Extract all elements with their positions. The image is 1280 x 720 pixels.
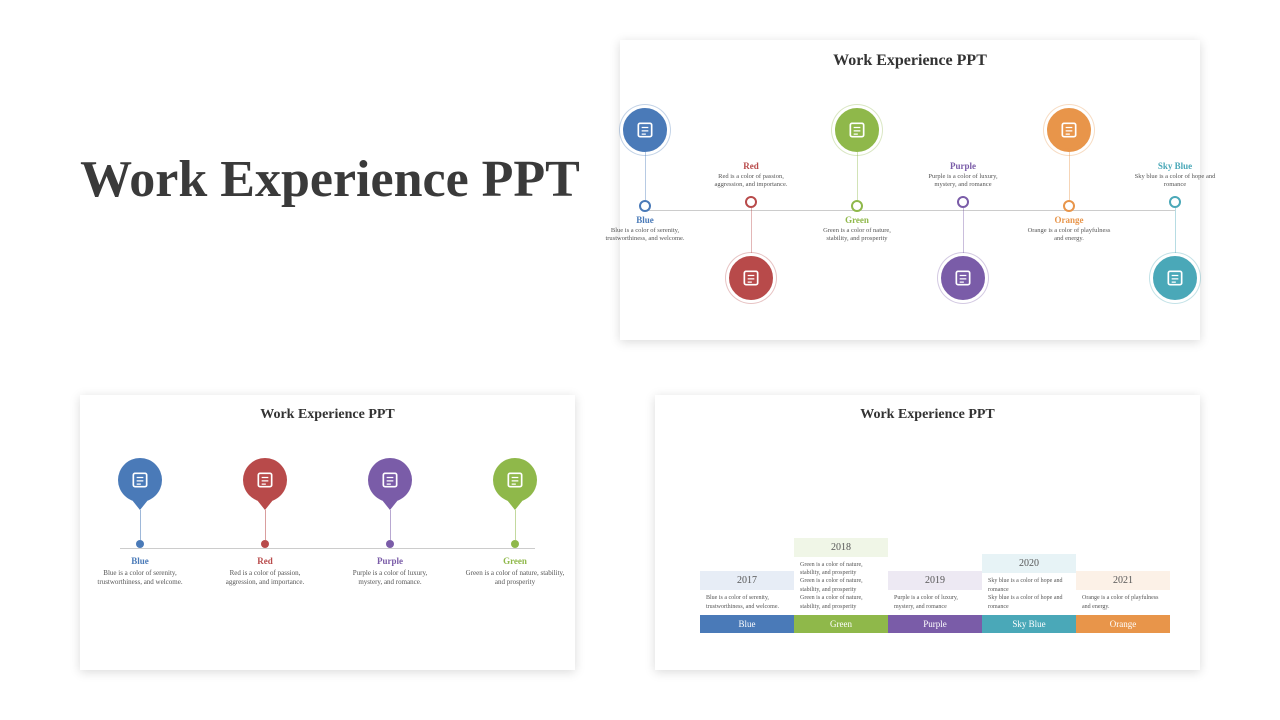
pin-item: .s2-item:nth-child(3) .s2-pin::after{bor…: [340, 458, 440, 587]
item-desc: Blue is a color of serenity, trustworthi…: [90, 569, 190, 587]
item-desc: Green is a color of nature, stability, a…: [465, 569, 565, 587]
color-bar: Orange: [1076, 615, 1170, 633]
axis-dot: [1063, 200, 1075, 212]
connector-line: [1069, 152, 1070, 200]
connector-line: [645, 152, 646, 200]
pin-item: .s2-item:nth-child(2) .s2-pin::after{bor…: [215, 458, 315, 587]
year-label: 2021: [1076, 571, 1170, 590]
item-desc: Purple is a color of luxury, mystery, an…: [340, 569, 440, 587]
timeline-item: Green Green is a color of nature, stabili…: [812, 108, 902, 244]
slide-pins-four: Work Experience PPT .s2-item:nth-child(1…: [80, 395, 575, 670]
slide3-title: Work Experience PPT: [655, 395, 1200, 423]
pin-icon: [493, 458, 537, 502]
item-desc: Red is a color of passion, aggression, a…: [706, 173, 796, 190]
connector-line: [751, 208, 752, 256]
year-column: 2018Green is a color of nature, stabilit…: [794, 538, 888, 633]
connector-line: [515, 510, 516, 540]
axis-dot: [386, 540, 394, 548]
item-label: Purple: [340, 556, 440, 566]
timeline-item: Purple Purple is a color of luxury, myste…: [918, 158, 1008, 300]
item-label: Green: [465, 556, 565, 566]
axis-dot: [136, 540, 144, 548]
item-label: Blue: [600, 215, 690, 225]
slide3-body: 2017Blue is a color of serenity, trustwo…: [655, 423, 1200, 663]
year-desc: Orange is a color of playfulness and ene…: [1076, 590, 1170, 615]
year-label: 2018: [794, 538, 888, 557]
item-desc: Red is a color of passion, aggression, a…: [215, 569, 315, 587]
color-bar: Purple: [888, 615, 982, 633]
timeline-item: Blue Blue is a color of serenity, trustwo…: [600, 108, 690, 244]
year-column: 2019Purple is a color of luxury, mystery…: [888, 571, 982, 633]
axis-dot: [511, 540, 519, 548]
item-label: Sky Blue: [1130, 161, 1220, 171]
pin-item: .s2-item:nth-child(4) .s2-pin::after{bor…: [465, 458, 565, 587]
timeline-item: Orange Orange is a color of playfulness a…: [1024, 108, 1114, 244]
year-desc: Sky blue is a color of hope and romanceS…: [982, 573, 1076, 615]
year-label: 2019: [888, 571, 982, 590]
main-title: Work Experience PPT: [80, 150, 580, 210]
item-label: Orange: [1024, 215, 1114, 225]
item-desc: Orange is a color of playfulness and ene…: [1024, 227, 1114, 244]
axis-dot: [1169, 196, 1181, 208]
item-label: Red: [706, 161, 796, 171]
axis-dot: [957, 196, 969, 208]
axis-dot: [745, 196, 757, 208]
axis-dot: [851, 200, 863, 212]
circle-icon: [623, 108, 667, 152]
item-desc: Purple is a color of luxury, mystery, an…: [918, 173, 1008, 190]
pin-item: .s2-item:nth-child(1) .s2-pin::after{bor…: [90, 458, 190, 587]
year-desc: Purple is a color of luxury, mystery, an…: [888, 590, 982, 615]
timeline-item: Red Red is a color of passion, aggression…: [706, 158, 796, 300]
item-label: Green: [812, 215, 902, 225]
slide-year-bars: Work Experience PPT 2017Blue is a color …: [655, 395, 1200, 670]
timeline-item: Sky Blue Sky blue is a color of hope and …: [1130, 158, 1220, 300]
item-desc: Blue is a color of serenity, trustworthi…: [600, 227, 690, 244]
year-label: 2017: [700, 571, 794, 590]
circle-icon: [729, 256, 773, 300]
year-desc: Blue is a color of serenity, trustworthi…: [700, 590, 794, 615]
color-bar: Green: [794, 615, 888, 633]
slide-timeline-six: Work Experience PPT BlueBlue is a color …: [620, 40, 1200, 340]
circle-icon: [1047, 108, 1091, 152]
slide1-body: BlueBlue is a color of serenity, trustwo…: [620, 70, 1200, 330]
year-column: 2020Sky blue is a color of hope and roma…: [982, 554, 1076, 633]
color-bar: Blue: [700, 615, 794, 633]
connector-line: [963, 208, 964, 256]
circle-icon: [835, 108, 879, 152]
slide1-title: Work Experience PPT: [620, 40, 1200, 70]
item-desc: Green is a color of nature, stability, a…: [812, 227, 902, 244]
year-desc: Green is a color of nature, stability, a…: [794, 557, 888, 615]
pin-icon: [243, 458, 287, 502]
year-label: 2020: [982, 554, 1076, 573]
connector-line: [265, 510, 266, 540]
axis-dot: [639, 200, 651, 212]
slide2-body: .s2-item:nth-child(1) .s2-pin::after{bor…: [80, 423, 575, 663]
item-label: Purple: [918, 161, 1008, 171]
connector-line: [1175, 208, 1176, 256]
connector-line: [390, 510, 391, 540]
pin-icon: [368, 458, 412, 502]
color-bar: Sky Blue: [982, 615, 1076, 633]
connector-line: [857, 152, 858, 200]
item-label: Red: [215, 556, 315, 566]
circle-icon: [1153, 256, 1197, 300]
connector-line: [140, 510, 141, 540]
pin-icon: [118, 458, 162, 502]
item-desc: Sky blue is a color of hope and romance: [1130, 173, 1220, 190]
year-column: 2017Blue is a color of serenity, trustwo…: [700, 571, 794, 633]
circle-icon: [941, 256, 985, 300]
item-label: Blue: [90, 556, 190, 566]
slide2-title: Work Experience PPT: [80, 395, 575, 423]
axis-dot: [261, 540, 269, 548]
year-column: 2021Orange is a color of playfulness and…: [1076, 571, 1170, 633]
